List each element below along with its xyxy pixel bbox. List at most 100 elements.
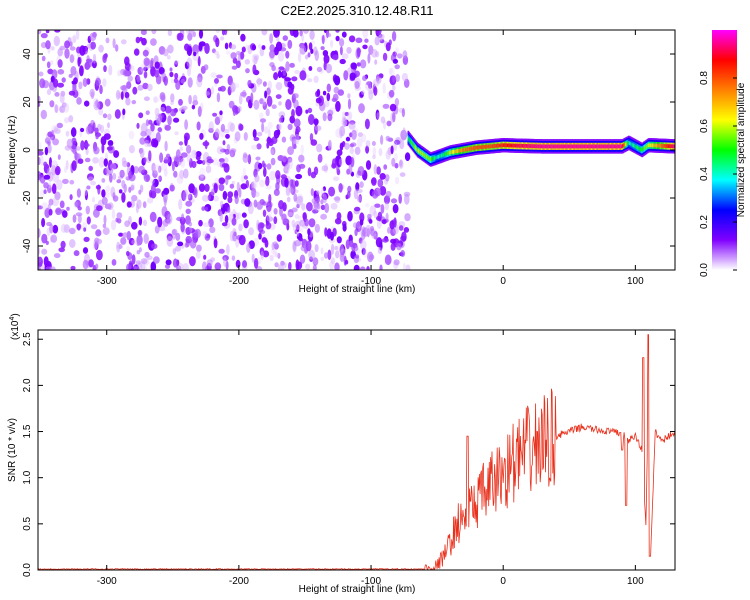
noise-cell (355, 188, 363, 194)
noise-cell (70, 127, 77, 138)
noise-cell (90, 180, 96, 186)
noise-cell (127, 170, 133, 179)
noise-cell (38, 150, 44, 156)
noise-cell (385, 42, 391, 52)
noise-cell (287, 39, 293, 50)
noise-cell (38, 157, 41, 165)
colorbar-ticks: 0.0 0.2 0.4 0.6 0.8 (699, 71, 737, 277)
noise-cell (39, 154, 44, 166)
ridge-cell (486, 144, 489, 149)
noise-cell (368, 254, 375, 260)
noise-cell (258, 233, 262, 240)
noise-cell (54, 104, 58, 113)
noise-cell (45, 137, 51, 144)
noise-cell (52, 197, 59, 207)
noise-cell (305, 240, 312, 252)
noise-cell (382, 103, 390, 109)
snr-scale-exp: 4 (9, 317, 16, 321)
noise-cell (293, 138, 297, 145)
noise-cell (137, 84, 144, 91)
noise-cell (175, 149, 181, 160)
noise-cell (70, 36, 77, 43)
noise-cell (364, 118, 370, 130)
noise-cell (121, 157, 127, 164)
noise-cell (382, 82, 386, 94)
noise-cell (174, 72, 179, 80)
noise-cell (38, 265, 41, 270)
noise-cell (385, 150, 391, 160)
noise-cell (378, 33, 385, 41)
noise-cell (273, 72, 279, 81)
noise-cell (289, 62, 295, 68)
noise-cell (132, 86, 138, 95)
noise-cell (163, 197, 167, 207)
noise-cell (143, 57, 150, 66)
noise-cell (385, 190, 392, 198)
noise-cell (396, 242, 402, 251)
noise-cell (38, 227, 41, 239)
noise-cell (122, 108, 126, 116)
noise-cell (271, 104, 277, 109)
noise-cell (76, 188, 81, 198)
ridge-cell (639, 146, 641, 151)
noise-cell (142, 201, 147, 209)
noise-cell (347, 98, 352, 110)
noise-cell (379, 186, 387, 196)
noise-cell (292, 30, 299, 38)
noise-cell (140, 30, 147, 36)
noise-cell (269, 50, 275, 59)
noise-cell (48, 182, 52, 189)
noise-cell (45, 40, 51, 50)
noise-cell (338, 183, 343, 193)
noise-cell (167, 44, 174, 54)
noise-cell (283, 165, 289, 172)
noise-cell (127, 75, 133, 82)
noise-cell (53, 253, 61, 259)
noise-cell (390, 198, 398, 204)
noise-cell (137, 66, 144, 75)
noise-cell (138, 112, 144, 119)
noise-cell (275, 82, 283, 91)
noise-cell (102, 113, 108, 119)
ridge-cell (520, 143, 522, 148)
noise-cell (196, 250, 201, 259)
noise-cell (54, 104, 59, 114)
noise-cell (115, 44, 119, 52)
noise-cell (337, 243, 344, 254)
noise-cell (335, 35, 340, 42)
noise-cell (305, 109, 309, 114)
noise-cell (176, 265, 182, 270)
noise-cell (242, 153, 249, 163)
noise-cell (330, 257, 336, 265)
noise-cell (403, 78, 410, 89)
noise-cell (101, 143, 105, 154)
noise-cell (214, 128, 220, 138)
noise-cell (307, 52, 311, 58)
noise-cell (310, 171, 317, 179)
noise-cell (160, 162, 168, 171)
ridge-cell (635, 144, 637, 149)
noise-cell (350, 157, 355, 168)
noise-cell (59, 45, 66, 51)
noise-cell (348, 111, 353, 120)
noise-cell (256, 76, 261, 85)
noise-cell (86, 185, 91, 190)
noise-cell (118, 244, 123, 249)
noise-cell (62, 178, 69, 185)
noise-cell (186, 144, 192, 154)
noise-cell (370, 228, 375, 237)
ridge-cell (514, 143, 517, 148)
noise-cell (362, 227, 369, 238)
noise-cell (198, 30, 204, 39)
noise-cell (150, 38, 157, 46)
noise-cell (192, 94, 198, 103)
noise-cell (385, 135, 390, 142)
noise-cell (288, 186, 294, 194)
noise-cell (148, 150, 152, 162)
ridge-cell (574, 144, 576, 149)
noise-cell (116, 212, 123, 219)
noise-cell (345, 239, 350, 250)
noise-cell (59, 200, 65, 209)
noise-cell (202, 231, 208, 237)
noise-cell (349, 147, 355, 155)
